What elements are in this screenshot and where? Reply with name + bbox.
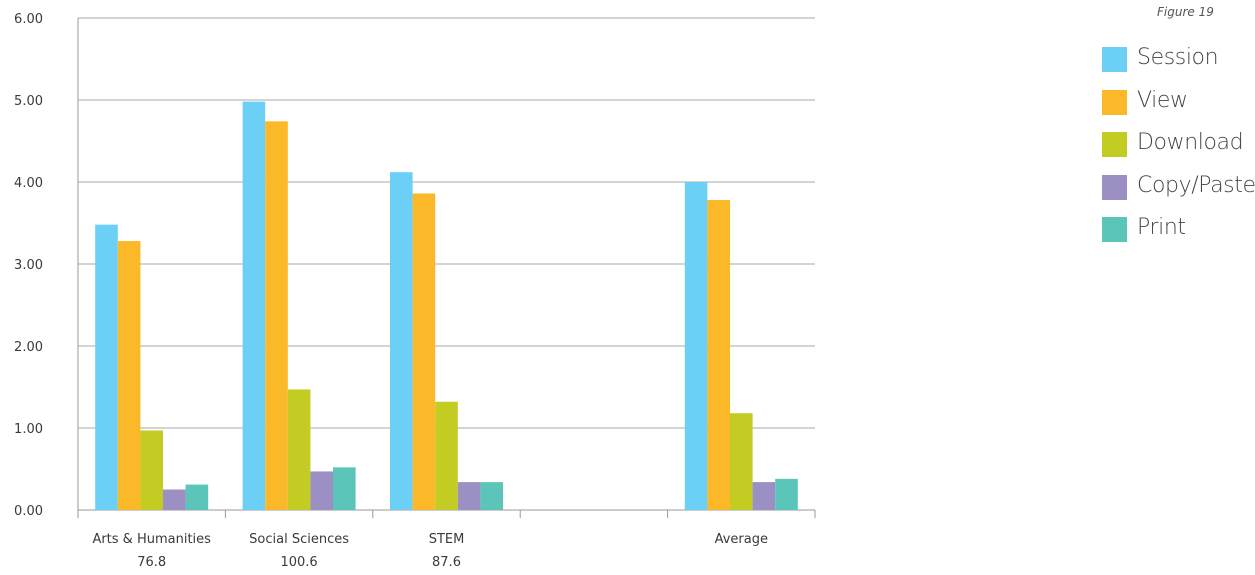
legend-label: Download	[1137, 129, 1243, 157]
x-tick-label: Average	[715, 532, 768, 547]
x-tick-sublabel: 76.8	[137, 555, 166, 570]
bar	[685, 182, 708, 510]
bar	[243, 102, 266, 510]
legend-item: Download	[1102, 130, 1252, 158]
bar	[140, 430, 163, 510]
bar	[186, 485, 209, 510]
legend-item: View	[1102, 88, 1252, 116]
legend-swatch	[1102, 132, 1127, 157]
legend-item: Copy/Paste	[1102, 173, 1252, 201]
bar	[480, 482, 503, 510]
bar	[265, 121, 288, 510]
y-tick-label: 1.00	[14, 422, 43, 437]
y-tick-label: 2.00	[14, 340, 43, 355]
y-tick-label: 3.00	[14, 258, 43, 273]
legend-label: Copy/Paste	[1137, 172, 1255, 200]
legend-swatch	[1102, 90, 1127, 115]
bar	[390, 172, 413, 510]
figure-label: Figure 19	[1157, 5, 1214, 19]
bar	[333, 467, 356, 510]
bar	[413, 193, 436, 510]
x-tick-label: Social Sciences	[249, 532, 349, 547]
bar	[753, 482, 776, 510]
legend-swatch	[1102, 217, 1127, 242]
legend-label: View	[1137, 87, 1188, 115]
x-tick-label: Arts & Humanities	[92, 532, 211, 547]
bar	[435, 402, 458, 510]
bar	[95, 225, 118, 510]
bar	[707, 200, 730, 510]
bar	[118, 241, 141, 510]
legend-label: Session	[1137, 44, 1218, 72]
x-tick-sublabel: 87.6	[432, 555, 461, 570]
x-tick-label: STEM	[429, 532, 465, 547]
legend-swatch	[1102, 47, 1127, 72]
bar	[775, 479, 798, 510]
bar	[163, 490, 186, 511]
legend-item: Session	[1102, 45, 1252, 73]
y-tick-label: 0.00	[14, 504, 43, 519]
bar	[310, 471, 333, 510]
bar	[730, 413, 753, 510]
y-tick-label: 4.00	[14, 176, 43, 191]
y-tick-label: 6.00	[14, 12, 43, 27]
bar	[458, 482, 481, 510]
bar	[288, 389, 311, 510]
x-tick-sublabel: 100.6	[280, 555, 317, 570]
legend-item: Print	[1102, 215, 1252, 243]
legend-label: Print	[1137, 214, 1186, 242]
y-tick-label: 5.00	[14, 94, 43, 109]
legend-swatch	[1102, 175, 1127, 200]
legend: Session View Download Copy/Paste Print	[1102, 45, 1252, 258]
